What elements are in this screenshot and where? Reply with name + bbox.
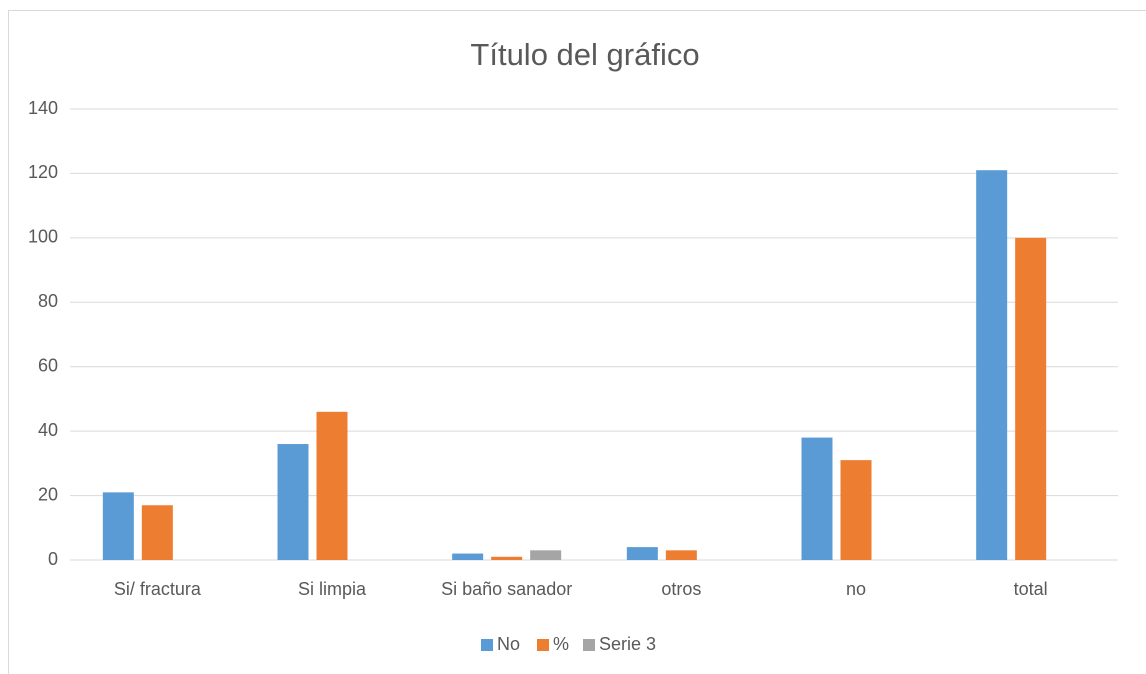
bar xyxy=(491,556,523,560)
bar xyxy=(801,437,833,560)
x-tick-label: no xyxy=(846,579,866,599)
y-tick-label: 60 xyxy=(38,355,58,375)
bar xyxy=(277,444,309,560)
legend-swatch xyxy=(481,639,493,651)
legend-swatch xyxy=(537,639,549,651)
legend-label: % xyxy=(553,634,569,654)
legend-label: No xyxy=(497,634,520,654)
bar xyxy=(316,411,348,560)
chart-frame xyxy=(8,10,1146,674)
legend-label: Serie 3 xyxy=(599,634,656,654)
chart-title: Título del gráfico xyxy=(470,37,699,72)
bar xyxy=(102,492,134,560)
y-tick-label: 140 xyxy=(28,98,58,118)
x-tick-label: total xyxy=(1014,579,1048,599)
y-tick-label: 40 xyxy=(38,420,58,440)
y-tick-label: 20 xyxy=(38,484,58,504)
bar xyxy=(840,460,872,560)
bar xyxy=(976,170,1008,560)
y-tick-label: 80 xyxy=(38,291,58,311)
y-tick-label: 120 xyxy=(28,162,58,182)
bar xyxy=(141,505,173,560)
y-tick-label: 100 xyxy=(28,227,58,247)
bar xyxy=(665,550,697,560)
bar xyxy=(626,547,658,560)
x-tick-label: Si/ fractura xyxy=(114,579,202,599)
x-tick-label: Si baño sanador xyxy=(441,579,572,599)
y-tick-label: 0 xyxy=(48,549,58,569)
x-tick-label: otros xyxy=(661,579,701,599)
legend-swatch xyxy=(583,639,595,651)
bar xyxy=(452,553,484,560)
x-tick-label: Si limpia xyxy=(298,579,367,599)
bar xyxy=(530,550,562,560)
bar xyxy=(1015,237,1047,560)
